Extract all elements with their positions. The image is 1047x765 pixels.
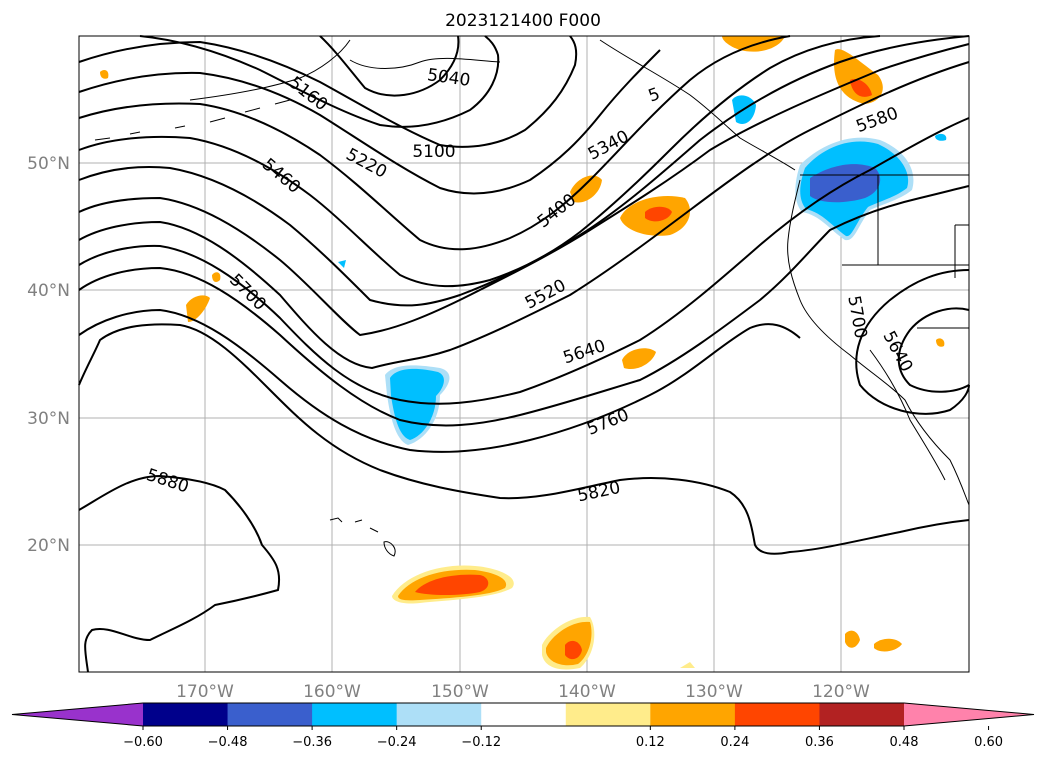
- colorbar-segment: [565, 703, 651, 726]
- lon-label: 170°W: [176, 682, 234, 702]
- colorbar-segment: [227, 703, 313, 726]
- lon-label: 150°W: [431, 682, 489, 702]
- us-borders: [800, 174, 969, 329]
- colorbar-segment: [312, 703, 398, 726]
- colorbar-tick-label: −0.24: [377, 735, 417, 750]
- colorbar-tick-label: −0.60: [123, 735, 163, 750]
- west-coast: [787, 179, 970, 506]
- colorbar-segment: [734, 703, 820, 726]
- colorbar-segment: [481, 703, 567, 726]
- lon-label: 140°W: [558, 682, 616, 702]
- hawaii: [329, 517, 396, 557]
- anomaly-center-2: [570, 175, 602, 203]
- colorbar-extend-high: [904, 703, 1034, 726]
- lat-label: 20°N: [27, 536, 70, 556]
- colorbar-tick-label: 0.60: [974, 735, 1003, 750]
- colorbar-segment: [650, 703, 736, 726]
- longitude-labels: 170°W 160°W 150°W 140°W 130°W 120°W: [176, 682, 870, 702]
- lon-label: 130°W: [685, 682, 743, 702]
- map-frame: [78, 35, 970, 673]
- colorbar-tick-label: −0.12: [461, 735, 501, 750]
- negative-anomaly-regions: [338, 95, 947, 445]
- colorbar-tick-label: 0.12: [636, 735, 665, 750]
- height-contours: [78, 35, 970, 673]
- colorbar-tick-label: −0.48: [208, 735, 248, 750]
- map-title: 2023121400 F000: [445, 11, 601, 31]
- colorbar-tick-label: 0.48: [890, 735, 919, 750]
- lon-label: 120°W: [812, 682, 870, 702]
- colorbar-ticks: −0.60 −0.48 −0.36 −0.24 −0.12 0.12 0.24 0.36 0.4…: [123, 726, 1003, 750]
- aleutian-islands: [94, 99, 291, 141]
- latitude-labels: 50°N 40°N 30°N 20°N: [27, 154, 70, 556]
- positive-anomaly-regions: [100, 36, 945, 670]
- colorbar-tick-label: 0.24: [720, 735, 749, 750]
- colorbar-segment: [143, 703, 229, 726]
- lat-label: 30°N: [27, 409, 70, 429]
- colorbar-segment: [396, 703, 482, 726]
- map-area: [79, 36, 969, 672]
- colorbar-tick-label: −0.36: [292, 735, 332, 750]
- colorbar-tick-label: 0.36: [805, 735, 834, 750]
- colorbar-segment: [819, 703, 905, 726]
- baja-coast: [869, 349, 946, 481]
- lat-label: 40°N: [27, 281, 70, 301]
- colorbar: [11, 702, 1035, 727]
- lat-label: 50°N: [27, 154, 70, 174]
- colorbar-extend-low: [12, 703, 143, 726]
- anomaly-north-gulf: [834, 49, 883, 104]
- lon-label: 160°W: [303, 682, 361, 702]
- contour-label: 5100: [412, 142, 455, 162]
